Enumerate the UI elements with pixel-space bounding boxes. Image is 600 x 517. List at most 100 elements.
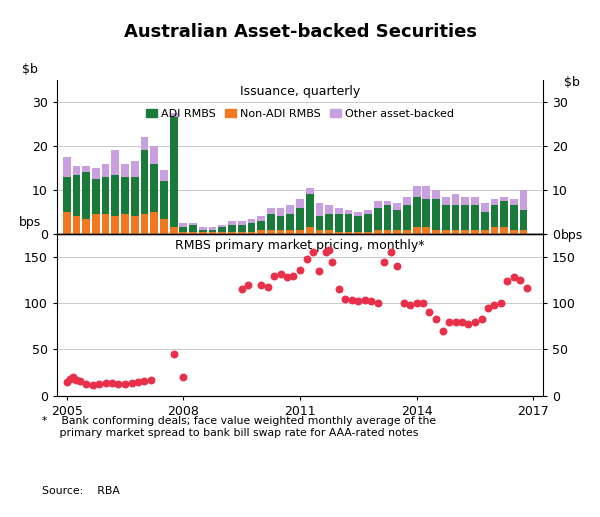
- Bar: [121, 214, 129, 234]
- Bar: [73, 166, 80, 175]
- Point: [444, 317, 454, 326]
- Bar: [471, 230, 479, 234]
- Bar: [345, 232, 352, 234]
- Text: RMBS primary market pricing, monthly*: RMBS primary market pricing, monthly*: [175, 239, 425, 252]
- Bar: [277, 230, 284, 234]
- Bar: [355, 232, 362, 234]
- Point: [308, 248, 317, 256]
- Bar: [306, 227, 314, 234]
- Bar: [520, 190, 527, 210]
- Point: [522, 283, 532, 292]
- Bar: [218, 227, 226, 232]
- Point: [353, 297, 363, 306]
- Bar: [383, 205, 391, 230]
- Bar: [422, 186, 430, 199]
- Bar: [422, 227, 430, 234]
- Bar: [189, 225, 197, 232]
- Bar: [189, 223, 197, 225]
- Point: [283, 273, 292, 281]
- Point: [457, 317, 467, 326]
- Point: [269, 271, 279, 280]
- Bar: [218, 232, 226, 234]
- Bar: [452, 205, 460, 230]
- Bar: [140, 150, 148, 214]
- Bar: [248, 219, 255, 223]
- Point: [425, 308, 434, 316]
- Bar: [442, 230, 449, 234]
- Point: [418, 299, 428, 307]
- Point: [438, 327, 448, 335]
- Bar: [238, 221, 245, 225]
- Bar: [355, 217, 362, 232]
- Bar: [481, 230, 488, 234]
- Bar: [345, 210, 352, 214]
- Point: [347, 296, 356, 305]
- Point: [237, 285, 247, 294]
- Bar: [267, 214, 275, 230]
- Bar: [520, 230, 527, 234]
- Point: [289, 271, 298, 280]
- Y-axis label: $b: $b: [564, 75, 580, 88]
- Bar: [510, 205, 518, 230]
- Bar: [374, 230, 382, 234]
- Point: [380, 257, 389, 266]
- Point: [169, 350, 178, 358]
- Point: [120, 379, 130, 388]
- Point: [244, 281, 253, 289]
- Point: [341, 295, 350, 303]
- Point: [71, 376, 81, 384]
- Bar: [394, 210, 401, 230]
- Point: [101, 378, 110, 387]
- Bar: [121, 177, 129, 214]
- Point: [314, 267, 324, 275]
- Point: [140, 376, 149, 385]
- Bar: [63, 157, 71, 177]
- Bar: [82, 166, 90, 173]
- Bar: [481, 203, 488, 212]
- Bar: [92, 179, 100, 214]
- Bar: [374, 208, 382, 230]
- Point: [75, 376, 85, 385]
- Bar: [296, 230, 304, 234]
- Bar: [257, 217, 265, 221]
- Bar: [471, 205, 479, 230]
- Bar: [92, 168, 100, 179]
- Bar: [179, 227, 187, 232]
- Point: [451, 317, 460, 326]
- Bar: [413, 196, 421, 227]
- Point: [276, 269, 286, 278]
- Point: [490, 301, 499, 309]
- Point: [509, 273, 518, 281]
- Point: [483, 303, 493, 312]
- Point: [127, 378, 136, 387]
- Bar: [189, 232, 197, 234]
- Point: [133, 377, 143, 386]
- Point: [107, 378, 117, 387]
- Point: [68, 373, 78, 381]
- Bar: [102, 214, 109, 234]
- Text: Australian Asset-backed Securities: Australian Asset-backed Securities: [124, 23, 476, 41]
- Bar: [267, 208, 275, 214]
- Bar: [248, 223, 255, 232]
- Point: [256, 281, 266, 289]
- Point: [302, 255, 311, 263]
- Bar: [199, 227, 206, 230]
- Bar: [92, 214, 100, 234]
- Bar: [131, 177, 139, 217]
- Bar: [140, 214, 148, 234]
- Bar: [432, 190, 440, 199]
- Bar: [394, 230, 401, 234]
- Point: [179, 373, 188, 381]
- Point: [62, 377, 71, 386]
- Bar: [218, 225, 226, 227]
- Bar: [335, 214, 343, 232]
- Bar: [316, 230, 323, 234]
- Bar: [481, 212, 488, 230]
- Bar: [364, 210, 372, 214]
- Bar: [306, 194, 314, 227]
- Bar: [510, 199, 518, 205]
- Bar: [491, 227, 498, 234]
- Bar: [63, 177, 71, 212]
- Point: [328, 257, 337, 266]
- Bar: [374, 201, 382, 208]
